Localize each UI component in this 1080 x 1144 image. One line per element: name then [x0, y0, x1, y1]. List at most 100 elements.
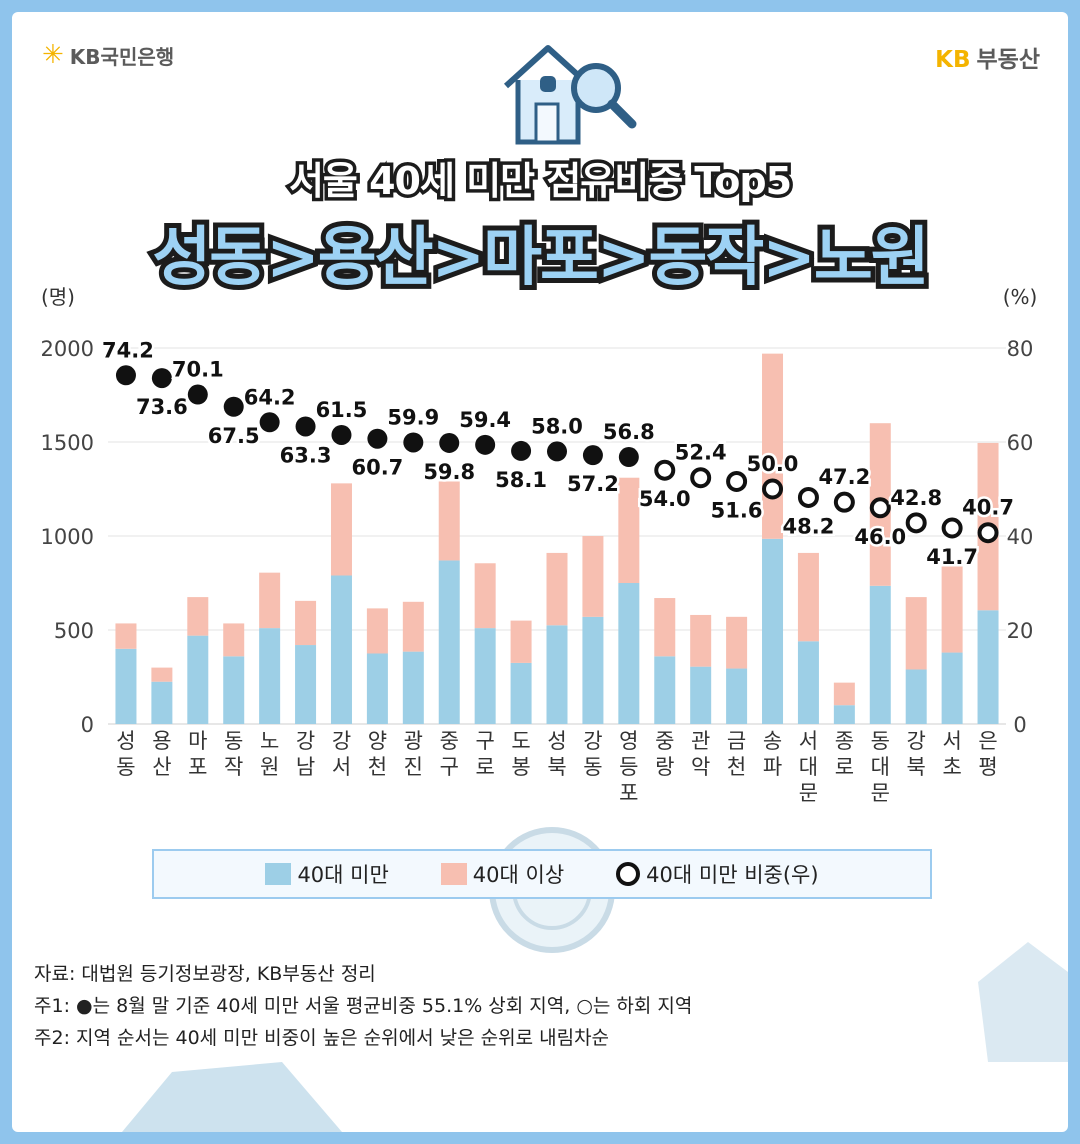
share-data-label: 54.0 — [639, 487, 691, 511]
share-marker-filled — [582, 445, 603, 466]
x-tick-label-18: 파 — [763, 755, 782, 779]
x-tick-label-24: 평 — [978, 755, 997, 779]
share-data-label: 51.6 — [711, 498, 763, 522]
bar-under40-12 — [546, 625, 568, 724]
x-tick-label-4: 원 — [260, 755, 279, 779]
share-data-label: 59.8 — [423, 460, 475, 484]
bar-over40-8 — [402, 601, 424, 652]
share-marker-hollow — [690, 467, 712, 489]
x-tick-label-20: 로 — [835, 755, 854, 779]
bar-under40-23 — [941, 652, 963, 724]
x-tick-label-21: 대 — [871, 755, 890, 779]
share-marker-filled — [187, 384, 208, 405]
bar-over40-12 — [546, 552, 568, 626]
share-marker-filled — [115, 365, 136, 386]
share-data-label: 41.7 — [926, 545, 978, 569]
share-data-label: 48.2 — [783, 514, 835, 538]
x-tick-label-23: 초 — [942, 755, 961, 779]
y-left-tick-label: 2000 — [41, 337, 94, 361]
x-tick-label-17: 금 — [727, 729, 746, 753]
house-right-decoration — [978, 942, 1068, 1062]
bar-under40-1 — [151, 681, 173, 724]
house-icon — [503, 45, 593, 145]
y-right-tick-label: 40 — [1007, 525, 1034, 549]
bar-under40-20 — [833, 705, 855, 724]
kb-bank-logo: ✳ KB국민은행 — [42, 40, 174, 70]
source-note: 자료: 대법원 등기정보광장, KB부동산 정리 — [34, 963, 376, 985]
x-tick-label-22: 북 — [907, 755, 926, 779]
bar-under40-19 — [797, 641, 819, 724]
bar-over40-15 — [654, 598, 676, 657]
x-tick-label-9: 중 — [440, 729, 459, 753]
x-tick-label-7: 천 — [368, 755, 387, 779]
bar-over40-23 — [941, 561, 963, 653]
x-tick-label-8: 진 — [404, 755, 423, 779]
x-tick-label-2: 포 — [188, 755, 207, 779]
x-tick-label-0: 성 — [116, 729, 135, 753]
share-data-label: 64.2 — [244, 385, 296, 409]
realty-name: 부동산 — [976, 47, 1040, 73]
share-data-label: 52.4 — [675, 441, 727, 465]
share-marker-hollow — [726, 470, 748, 492]
bar-over40-11 — [510, 620, 532, 663]
x-tick-label-22: 강 — [907, 729, 926, 753]
legend-label-over40: 40대 이상 — [472, 863, 565, 887]
bar-over40-18 — [762, 353, 784, 539]
bar-over40-20 — [833, 682, 855, 706]
bar-under40-9 — [438, 560, 460, 724]
share-marker-filled — [439, 432, 460, 453]
x-tick-label-9: 구 — [440, 755, 459, 779]
bar-under40-17 — [726, 668, 748, 724]
bar-under40-7 — [366, 653, 388, 724]
bar-over40-22 — [905, 597, 927, 670]
share-data-label: 63.3 — [280, 443, 332, 467]
y-left-tick-label: 1000 — [41, 525, 94, 549]
x-tick-label-14: 등 — [619, 755, 638, 779]
share-marker-filled — [618, 447, 639, 468]
y-left-unit: (명) — [41, 285, 75, 309]
x-tick-label-3: 작 — [224, 755, 243, 779]
bar-over40-1 — [151, 667, 173, 682]
x-tick-label-14: 포 — [619, 781, 638, 805]
x-tick-label-16: 악 — [691, 755, 710, 779]
share-marker-filled — [547, 441, 567, 462]
y-left-tick-label: 0 — [81, 713, 94, 737]
share-data-label: 57.2 — [567, 472, 619, 496]
stacked-bar-line-chart: (명) (%) 0 0 500 20 1000 40 1500 60 2000 80 74.2 73… — [41, 285, 1038, 805]
bar-over40-4 — [259, 572, 281, 629]
share-data-label: 40.7 — [962, 496, 1014, 520]
x-tick-label-2: 마 — [188, 729, 207, 753]
share-data-label: 58.0 — [531, 414, 583, 438]
x-tick-label-19: 문 — [799, 781, 818, 805]
x-tick-label-16: 관 — [691, 729, 710, 753]
x-tick-label-1: 용 — [152, 729, 171, 753]
share-data-label: 73.6 — [136, 395, 188, 419]
share-data-label: 61.5 — [316, 398, 368, 422]
bar-over40-3 — [223, 623, 245, 657]
title-line-1: 서울 40세 미만 점유비중 Top5 — [285, 156, 795, 207]
x-tick-label-13: 강 — [583, 729, 602, 753]
share-data-label: 74.2 — [102, 338, 154, 362]
bank-name: KB국민은행 — [69, 44, 175, 69]
share-marker-filled — [403, 432, 424, 453]
share-marker-filled — [223, 396, 244, 417]
bar-over40-5 — [295, 600, 317, 646]
share-marker-filled — [151, 368, 172, 389]
bar-over40-19 — [797, 552, 819, 642]
bar-under40-18 — [762, 538, 784, 724]
legend-item-under40: 40대 미만 — [265, 859, 389, 889]
magnifier-icon — [571, 63, 637, 129]
x-tick-label-6: 강 — [332, 729, 351, 753]
legend-label-under40: 40대 미만 — [297, 863, 389, 887]
share-marker-filled — [475, 434, 496, 455]
bar-under40-24 — [977, 610, 999, 724]
bar-over40-7 — [366, 608, 388, 654]
legend-swatch-blue — [265, 863, 292, 885]
share-data-label: 59.4 — [459, 408, 511, 432]
x-tick-label-11: 도 — [511, 729, 530, 753]
x-tick-label-10: 로 — [475, 755, 494, 779]
y-right-tick-label: 20 — [1007, 619, 1034, 643]
x-tick-label-4: 노 — [260, 729, 279, 753]
x-tick-label-19: 서 — [799, 729, 818, 753]
x-tick-label-19: 대 — [799, 755, 818, 779]
